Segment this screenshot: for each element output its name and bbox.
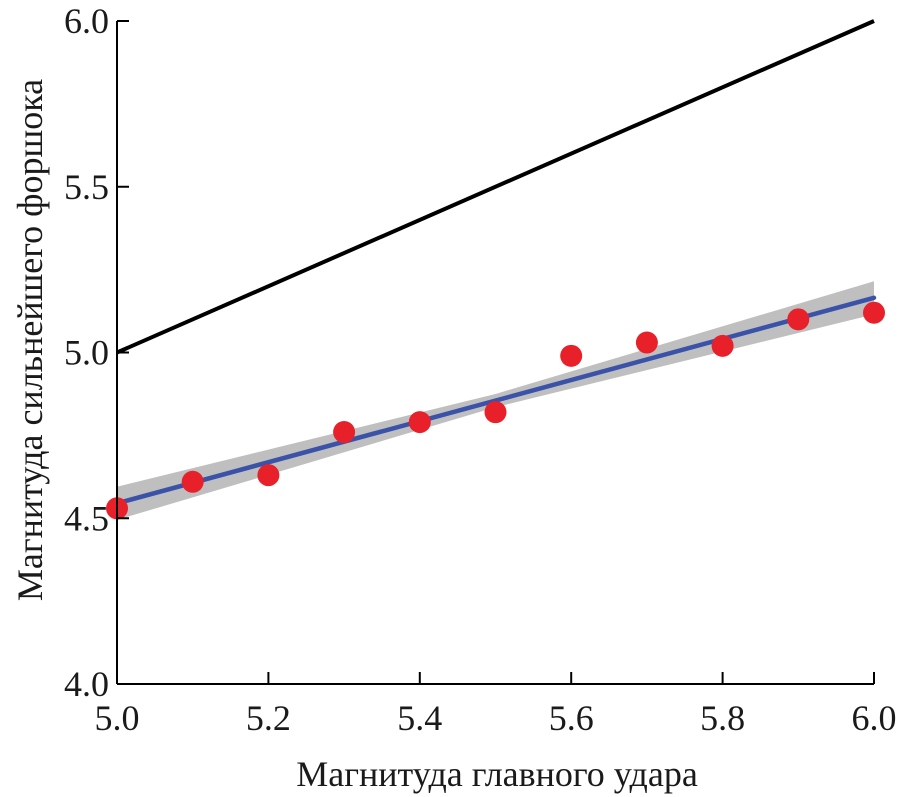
y-axis-title: Магнитуда сильнейшего форшока (10, 79, 50, 601)
y-tick-label: 6.0 (64, 1, 109, 41)
fit-line-layer (114, 295, 877, 506)
data-point (333, 421, 356, 444)
x-axis-title: Магнитуда главного удара (296, 754, 698, 794)
data-point (635, 331, 658, 354)
y-tick-label: 5.0 (64, 333, 109, 373)
x-tick-label: 5.0 (95, 698, 140, 738)
fit-line (114, 295, 877, 506)
ticks-layer: 5.0 5.2 5.4 5.6 5.8 6.0 4.0 4.5 5.0 5.5 6.0 (64, 1, 897, 738)
x-tick-label: 5.2 (246, 698, 291, 738)
x-tick-label: 5.4 (397, 698, 442, 738)
data-point (560, 344, 583, 367)
data-point (484, 401, 507, 424)
data-point (711, 334, 734, 357)
reference-line-layer (116, 19, 875, 355)
points-layer (106, 301, 885, 520)
data-point (787, 308, 810, 331)
y-tick-label: 4.5 (64, 498, 109, 538)
x-tick-label: 5.8 (700, 698, 745, 738)
data-point (257, 464, 280, 487)
x-tick-label: 5.6 (549, 698, 594, 738)
axes-layer (116, 21, 874, 685)
y-tick-label: 4.0 (64, 664, 109, 704)
x-tick-label: 6.0 (852, 698, 897, 738)
reference-line (116, 19, 875, 355)
data-point (181, 470, 204, 493)
data-point (408, 411, 431, 434)
data-point (863, 301, 885, 324)
y-tick-label: 5.5 (64, 167, 109, 207)
